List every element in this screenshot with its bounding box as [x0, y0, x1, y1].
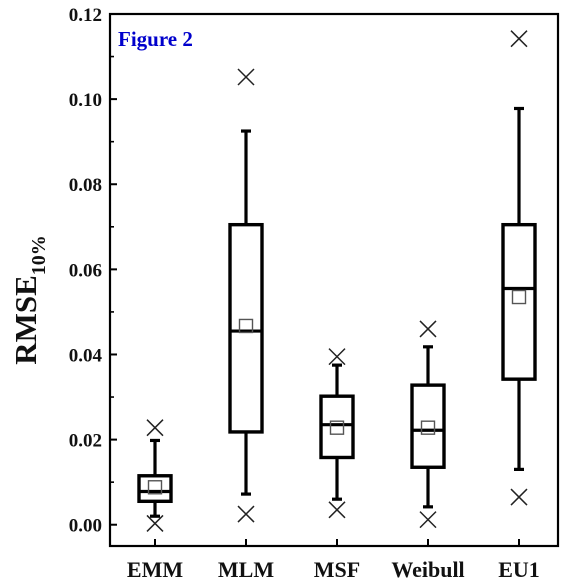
box-emm [137, 419, 173, 532]
outlier-marker [146, 419, 164, 437]
x-tick-label: MLM [218, 557, 274, 582]
mean-marker [420, 420, 436, 435]
mean-marker [147, 480, 163, 495]
outlier-marker [510, 488, 528, 506]
x-tick-label: MSF [314, 557, 360, 582]
y-axis-label-subscript: 10% [28, 235, 50, 275]
box-mlm [228, 68, 264, 523]
mean-marker [329, 420, 345, 435]
figure-annotation: Figure 2 [118, 27, 193, 51]
y-axis-label-main: RMSE [8, 275, 43, 365]
mean-marker [511, 289, 527, 305]
y-tick-label: 0.00 [69, 516, 102, 537]
boxes-group [137, 30, 537, 532]
y-tick-label: 0.12 [69, 5, 102, 26]
outlier-marker [146, 514, 164, 532]
axes-group: 0.00 0.02 0.04 0.06 0.08 0.10 0.12 EMM MLM MSF Wei… [69, 5, 560, 582]
outlier-marker [237, 68, 255, 86]
box-msf [319, 348, 355, 519]
outlier-marker [328, 501, 346, 519]
box-eu1 [501, 30, 537, 506]
outlier-marker [237, 505, 255, 523]
y-tick-label: 0.08 [69, 175, 102, 196]
box-iqr [228, 222, 264, 434]
outlier-marker [328, 348, 346, 366]
box-iqr [137, 474, 173, 504]
box-iqr [501, 222, 537, 381]
outlier-marker [419, 320, 437, 338]
x-tick-label: EMM [127, 557, 183, 582]
x-tick-label: EU1 [498, 557, 540, 582]
plot-frame [108, 12, 560, 548]
mean-marker [238, 318, 254, 334]
y-tick-label: 0.04 [69, 345, 103, 366]
y-tick-label: 0.02 [69, 431, 102, 452]
box-iqr [319, 394, 355, 460]
y-tick-label: 0.10 [69, 90, 102, 111]
box-weibull [410, 320, 446, 529]
outlier-marker [510, 30, 528, 48]
outlier-marker [419, 511, 437, 529]
y-tick-label: 0.06 [69, 260, 102, 281]
x-tick-label: Weibull [391, 557, 464, 582]
y-axis-label: RMSE10% [8, 235, 50, 365]
box-iqr [410, 383, 446, 469]
